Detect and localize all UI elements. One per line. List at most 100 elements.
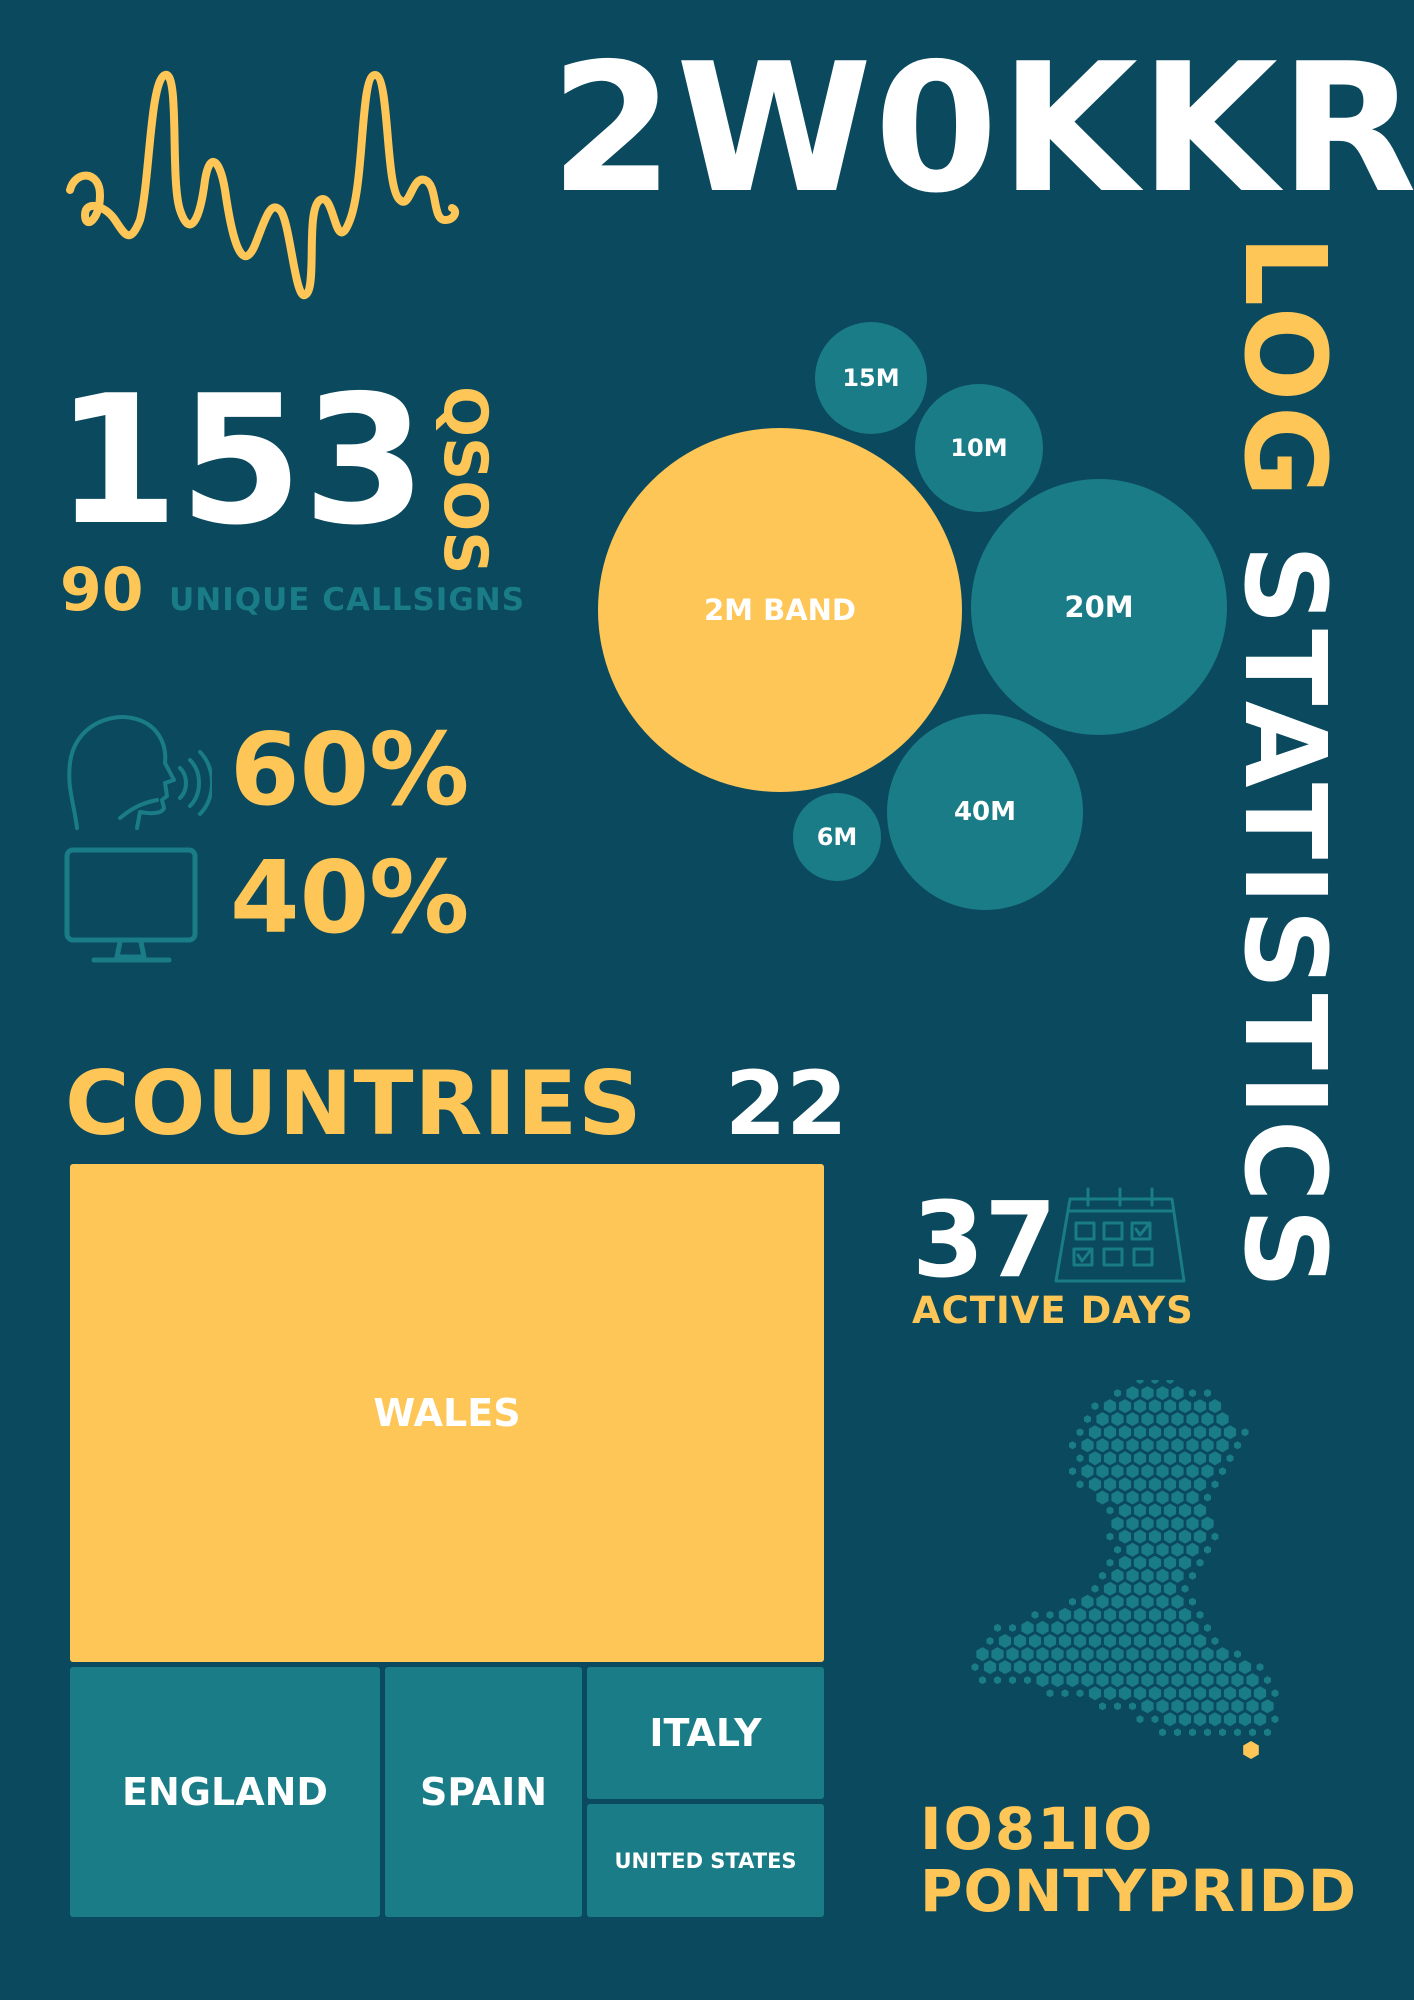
band-label-2m: 2M BAND xyxy=(704,593,856,627)
monitor-icon xyxy=(64,847,198,963)
hex-cell xyxy=(1126,1568,1139,1583)
hex-cell xyxy=(1204,1493,1211,1502)
hex-cell xyxy=(1171,1568,1184,1583)
hex-cell xyxy=(1126,1386,1139,1401)
band-label-15m: 15M xyxy=(842,364,899,392)
hex-cell xyxy=(1118,1607,1132,1622)
band-bubble-2m xyxy=(598,428,962,792)
hex-cell xyxy=(1141,1542,1154,1557)
hex-cell xyxy=(998,1660,1012,1675)
unique-callsigns-label: UNIQUE CALLSIGNS xyxy=(169,582,526,618)
hex-cell xyxy=(1189,1571,1196,1580)
hex-cell xyxy=(1171,1620,1184,1635)
hex-cell xyxy=(1264,1676,1271,1685)
hex-cell xyxy=(1133,1503,1147,1518)
hex-cell xyxy=(1156,1542,1169,1557)
hex-cell xyxy=(1046,1689,1054,1698)
hex-cell xyxy=(1066,1673,1079,1688)
hex-cell xyxy=(1238,1712,1252,1727)
hex-cell xyxy=(1103,1477,1117,1492)
country-tile-england: ENGLAND xyxy=(70,1667,380,1917)
hex-cell xyxy=(1178,1399,1192,1414)
hex-cell xyxy=(1148,1634,1162,1648)
band-bubble-10m xyxy=(915,384,1043,512)
hex-cell xyxy=(1201,1412,1214,1427)
hex-cell xyxy=(1106,1532,1114,1541)
hex-cell xyxy=(1088,1660,1102,1675)
hex-cell xyxy=(1111,1516,1124,1531)
hex-cell xyxy=(1246,1673,1259,1688)
hex-cell xyxy=(1103,1686,1117,1701)
hex-cell xyxy=(1219,1728,1226,1737)
band-label-20m: 20M xyxy=(1064,590,1133,624)
hex-cell xyxy=(1028,1660,1042,1675)
hex-cell xyxy=(1171,1438,1184,1453)
band-label-40m: 40M xyxy=(954,797,1016,827)
active-days-count: 37 xyxy=(912,1179,1057,1301)
hex-cell xyxy=(1061,1689,1069,1698)
hex-cell xyxy=(1073,1660,1087,1675)
hex-cell xyxy=(1129,1702,1136,1711)
hex-cell xyxy=(1171,1464,1184,1479)
hex-cell xyxy=(1118,1634,1132,1648)
hex-cell xyxy=(1246,1699,1259,1714)
hex-cell xyxy=(979,1676,986,1685)
hex-cell xyxy=(1204,1728,1211,1737)
hex-cell xyxy=(1193,1660,1207,1675)
hex-cell xyxy=(1106,1558,1114,1567)
hex-cell xyxy=(1208,1660,1222,1675)
hex-cell xyxy=(1133,1607,1147,1622)
hex-cell xyxy=(1088,1634,1102,1648)
hex-cell xyxy=(1036,1673,1049,1688)
hex-cell xyxy=(1163,1712,1177,1727)
hex-cell xyxy=(1096,1673,1109,1688)
hex-cell xyxy=(1226,1454,1234,1463)
hex-cell xyxy=(1114,1389,1121,1398)
calendar-icon xyxy=(1054,1187,1186,1283)
hex-cell xyxy=(1103,1399,1117,1414)
hex-cell xyxy=(1069,1441,1076,1450)
hex-cell xyxy=(1178,1425,1192,1440)
hex-cell xyxy=(1118,1581,1132,1596)
hex-cell xyxy=(1126,1438,1139,1453)
country-label-england: ENGLAND xyxy=(122,1770,328,1814)
hex-cell xyxy=(1163,1477,1177,1492)
hex-cell xyxy=(1208,1712,1222,1727)
hex-cell xyxy=(1163,1607,1177,1622)
hex-cell xyxy=(1234,1728,1241,1737)
hex-cell xyxy=(1133,1581,1147,1596)
hex-cell xyxy=(1111,1412,1124,1427)
hex-cell xyxy=(1081,1438,1094,1453)
hex-cell xyxy=(1186,1438,1199,1453)
hex-cell xyxy=(1028,1634,1042,1648)
hex-cell xyxy=(1111,1647,1124,1662)
hex-cell xyxy=(1223,1686,1237,1701)
hex-cell xyxy=(1211,1637,1219,1645)
hex-cell xyxy=(1118,1686,1132,1701)
hex-cell xyxy=(986,1637,994,1645)
hex-cell xyxy=(1171,1542,1184,1557)
country-label-united-states: UNITED STATES xyxy=(614,1848,797,1873)
hex-cell xyxy=(1126,1516,1139,1531)
hex-cell xyxy=(1111,1464,1124,1479)
hex-cell xyxy=(1186,1673,1199,1688)
hex-cell xyxy=(1211,1480,1219,1489)
hex-cell xyxy=(1111,1673,1124,1688)
hex-cell xyxy=(1163,1660,1177,1675)
hex-cell xyxy=(1141,1516,1154,1531)
hex-cell xyxy=(1178,1477,1192,1492)
hex-cell xyxy=(1163,1686,1177,1701)
hex-cell xyxy=(1231,1673,1244,1688)
hex-cell xyxy=(1043,1634,1057,1648)
hex-cell xyxy=(1148,1477,1162,1492)
hex-cell xyxy=(1073,1634,1087,1648)
hex-cell xyxy=(1024,1676,1031,1685)
hex-cell xyxy=(1216,1673,1229,1688)
hex-cell xyxy=(1126,1412,1139,1427)
hex-cell xyxy=(1141,1386,1154,1401)
hex-cell xyxy=(1148,1451,1162,1466)
hex-cell xyxy=(1118,1555,1132,1570)
countries-count: 22 xyxy=(725,1052,848,1155)
hex-cell xyxy=(1009,1676,1016,1685)
hex-cell xyxy=(1096,1620,1109,1635)
